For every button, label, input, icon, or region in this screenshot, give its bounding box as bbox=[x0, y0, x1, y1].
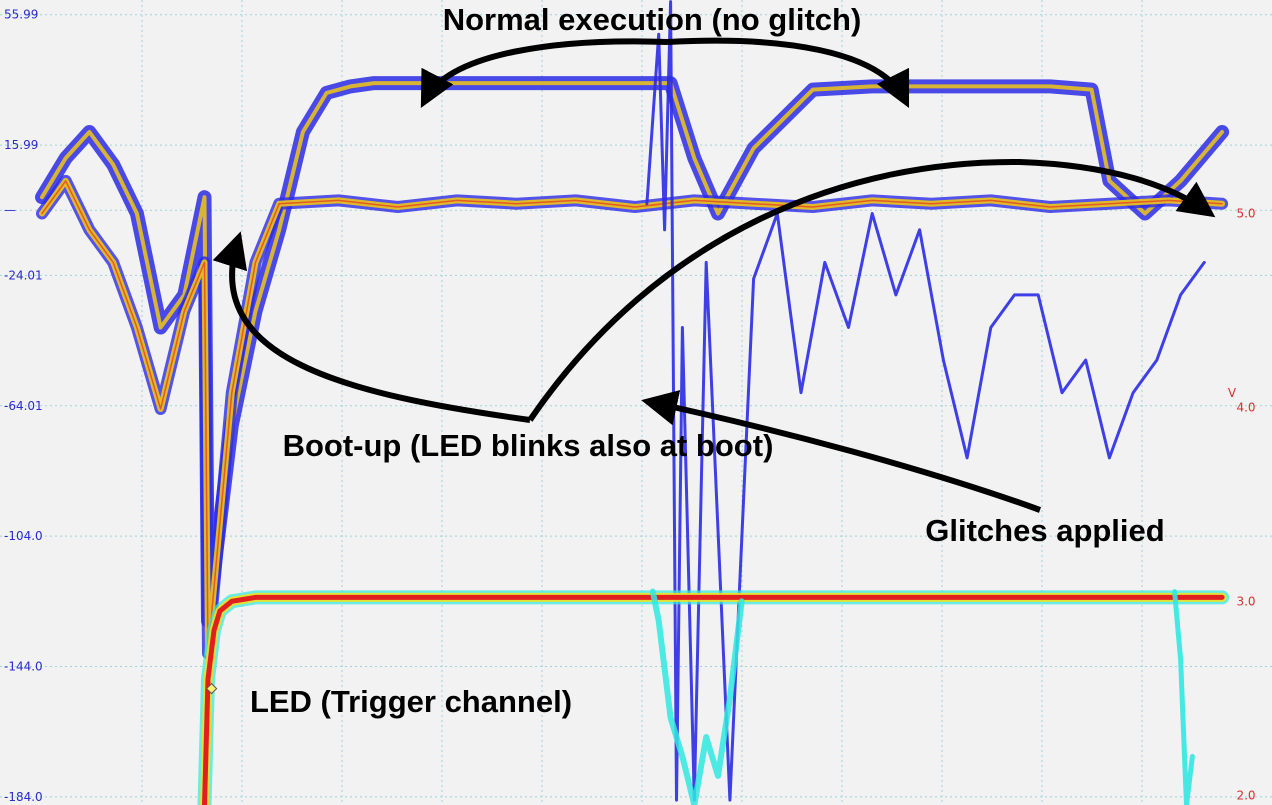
trigger-marker bbox=[205, 682, 218, 695]
annotation-normal-execution: Normal execution (no glitch) bbox=[443, 2, 862, 37]
left-tick-label: -24.01 bbox=[4, 268, 43, 282]
left-axis-ticks: 55.99 15.99 — -24.01 -64.01 -104.0 -144.0 -184.… bbox=[4, 8, 43, 804]
right-tick-label: 4.0 bbox=[1236, 400, 1255, 414]
arrow-boot-left bbox=[212, 231, 531, 423]
series-traces bbox=[35, 0, 1230, 805]
arrow-glitches bbox=[641, 390, 1042, 513]
left-tick-label: -144.0 bbox=[4, 659, 43, 673]
arrow-normal-left bbox=[420, 38, 669, 108]
series-normal-execution bbox=[40, 81, 1225, 623]
series-boot-up bbox=[41, 180, 1223, 655]
trigger-marker-layer bbox=[205, 682, 218, 695]
right-tick-label: 3.0 bbox=[1236, 594, 1255, 608]
annotation-led-trigger: LED (Trigger channel) bbox=[250, 684, 572, 719]
annotation-arrows bbox=[212, 37, 1216, 513]
left-tick-label: -64.01 bbox=[4, 399, 43, 413]
right-tick-label: 5.0 bbox=[1236, 206, 1255, 220]
series-led-glitch-dips bbox=[649, 588, 745, 805]
annotation-labels: Normal execution (no glitch) Boot-up (LE… bbox=[250, 2, 1165, 719]
arrow-normal-right bbox=[667, 37, 910, 109]
left-tick-label: 15.99 bbox=[4, 138, 38, 152]
annotation-glitches-applied: Glitches applied bbox=[925, 513, 1164, 548]
series-led-trigger-channel bbox=[202, 594, 1225, 805]
annotation-boot-up: Boot-up (LED blinks also at boot) bbox=[283, 428, 774, 463]
series-glitches-applied bbox=[645, 0, 1206, 802]
left-tick-label: -184.0 bbox=[4, 790, 43, 804]
right-tick-label: 2.0 bbox=[1236, 788, 1255, 802]
left-tick-label: -104.0 bbox=[4, 529, 43, 543]
left-tick-label: 55.99 bbox=[4, 8, 38, 22]
right-axis-ticks: 5.0 4.0 3.0 2.0 bbox=[1236, 206, 1255, 802]
arrow-boot-right bbox=[527, 158, 1216, 422]
series-led-late-dip bbox=[1172, 589, 1195, 805]
left-tick-label: — bbox=[4, 203, 16, 217]
right-axis-unit: V bbox=[1228, 386, 1237, 400]
